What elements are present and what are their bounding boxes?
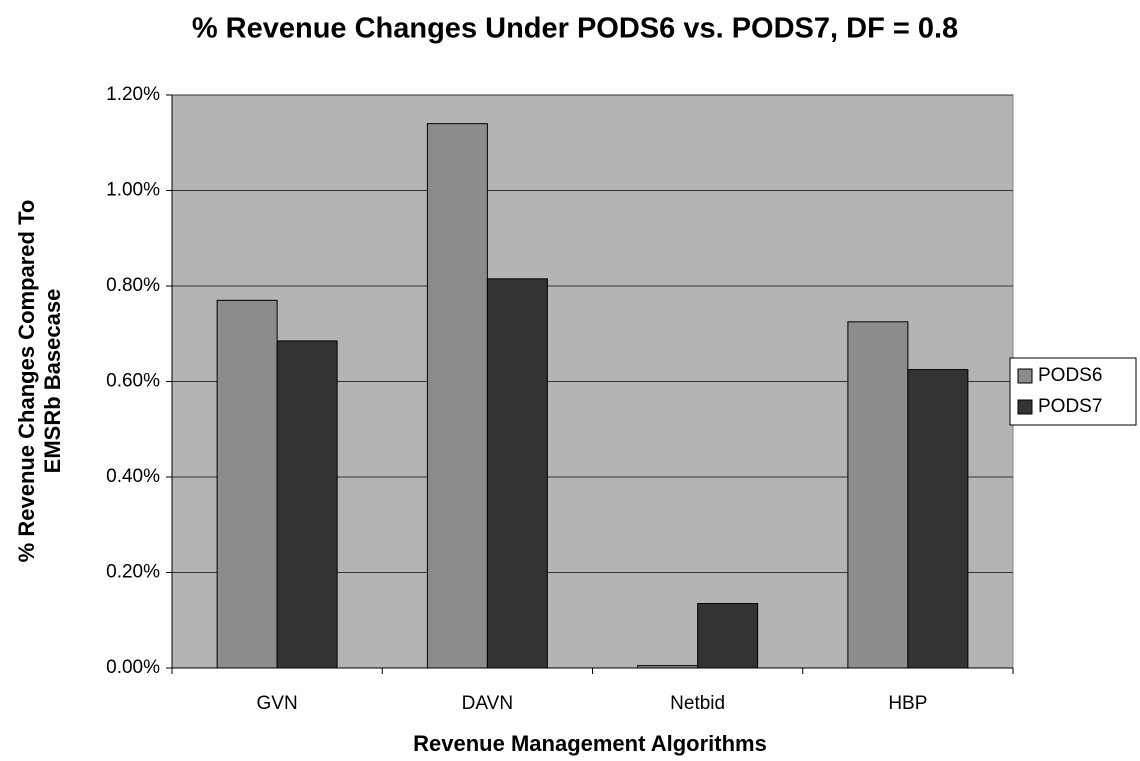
legend-label: PODS7 [1038,396,1102,417]
y-axis-title-line: % Revenue Changes Compared To [14,200,39,563]
y-axis-title: % Revenue Changes Compared To EMSRb Base… [14,200,65,563]
y-tick-label: 0.00% [106,657,160,678]
bar [637,665,699,669]
legend-label: PODS6 [1038,365,1102,386]
y-axis-title-line: EMSRb Basecase [40,289,65,474]
y-tick-label: 0.20% [106,562,160,583]
x-tick-label: DAVN [462,693,513,714]
legend-swatch [1017,399,1033,415]
y-tick-label: 0.40% [106,466,160,487]
y-tick-label: 0.80% [106,275,160,296]
y-tick-label: 1.00% [106,180,160,201]
chart-title: % Revenue Changes Under PODS6 vs. PODS7,… [192,13,958,45]
bar [907,369,969,669]
x-tick-label: Netbid [670,693,725,714]
x-tick-label: HBP [888,693,927,714]
bar [697,603,759,669]
bar [486,278,548,669]
bar [276,340,338,669]
y-tick-label: 0.60% [106,371,160,392]
bar [216,299,278,669]
x-axis-title: Revenue Management Algorithms [413,731,767,756]
legend-swatch [1017,368,1033,384]
bar [426,123,488,669]
x-tick-label: GVN [257,693,298,714]
bar [847,321,909,669]
y-tick-label: 1.20% [106,84,160,105]
